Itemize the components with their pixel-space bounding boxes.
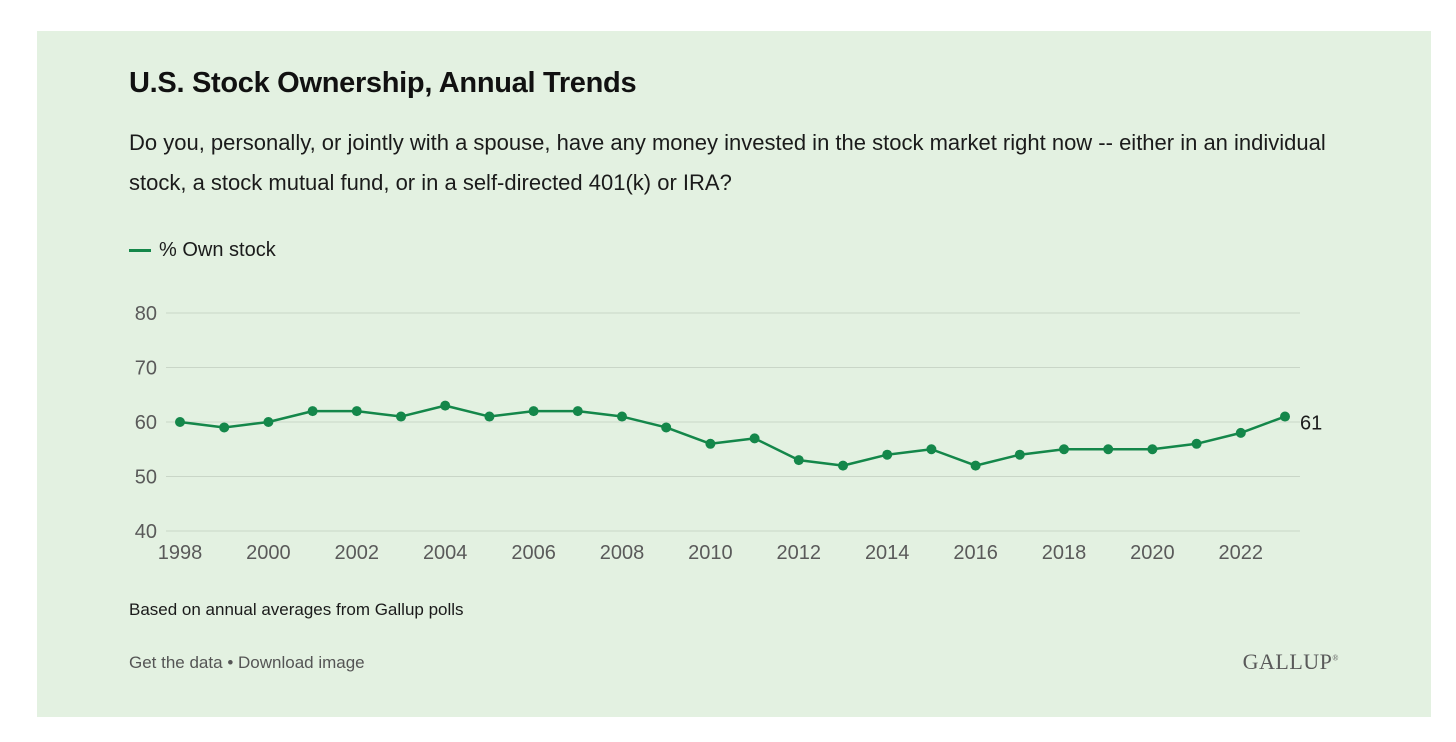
data-point-2004 [440,400,451,411]
data-point-2021 [1191,438,1202,449]
data-point-1999 [219,422,230,433]
legend-label: % Own stock [159,239,276,261]
data-point-2007 [572,406,583,417]
data-point-2000 [263,417,274,427]
data-point-2022 [1235,427,1246,438]
data-point-2014 [882,449,893,460]
x-tick-label: 1998 [158,542,203,564]
data-point-2003 [396,411,406,422]
x-tick-label: 2004 [423,542,468,564]
x-tick-label: 2022 [1219,542,1264,564]
data-point-2012 [793,455,804,466]
x-tick-label: 2010 [688,542,733,564]
y-tick-label: 80 [135,303,157,325]
x-tick-label: 2000 [246,542,291,564]
x-tick-label: 2012 [777,542,822,564]
data-point-2011 [749,433,760,444]
get-data-link[interactable]: Get the data [129,653,223,672]
x-tick-label: 2016 [953,542,998,564]
data-point-2008 [617,411,627,422]
chart-card: U.S. Stock Ownership, Annual Trends Do y… [37,31,1431,717]
legend-swatch [129,249,151,252]
end-value-label: 61 [1300,413,1322,435]
chart-title: U.S. Stock Ownership, Annual Trends [129,67,637,99]
x-tick-label: 2018 [1042,542,1087,564]
series-line-own-stock [179,404,1286,467]
data-point-2006 [528,406,539,417]
y-tick-label: 70 [135,358,157,380]
legend: % Own stock [129,239,276,262]
data-point-2013 [838,460,848,471]
data-point-2019 [1103,444,1114,455]
footer-links: Get the data • Download image [129,653,365,673]
y-tick-label: 40 [135,521,157,543]
x-tick-label: 2002 [335,542,380,564]
data-point-2023 [1280,411,1290,422]
source-note: Based on annual averages from Gallup pol… [129,600,464,619]
gallup-logo: GALLUP® [1242,649,1339,674]
x-tick-label: 2006 [511,542,556,564]
x-tick-label: 2020 [1130,542,1175,564]
x-tick-label: 2014 [865,542,910,564]
y-tick-label: 60 [135,412,157,434]
chart-subtitle: Do you, personally, or jointly with a sp… [129,130,1326,195]
download-image-link[interactable]: Download image [238,653,365,672]
footer-separator: • [227,653,234,672]
y-tick-label: 50 [135,467,157,489]
data-point-2002 [351,406,362,417]
data-point-2009 [661,422,672,433]
data-point-2016 [970,460,981,471]
data-point-1998 [175,417,185,427]
data-point-2010 [705,438,716,449]
data-point-2020 [1147,444,1158,455]
data-point-2001 [307,406,318,417]
data-point-2015 [926,444,937,455]
data-point-2005 [484,411,495,422]
data-point-2017 [1014,449,1025,460]
x-tick-label: 2008 [600,542,645,564]
data-point-2018 [1059,444,1069,455]
